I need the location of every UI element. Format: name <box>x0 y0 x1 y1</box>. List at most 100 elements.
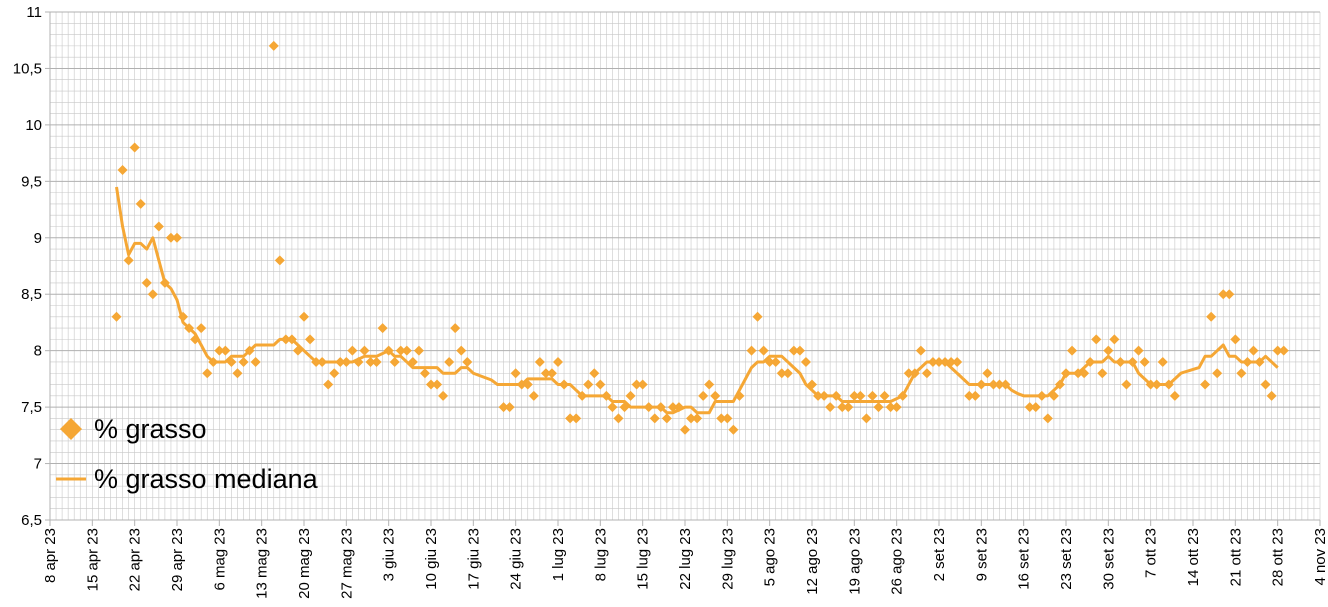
data-point <box>764 356 775 367</box>
x-tick-label: 28 ott 23 <box>1270 528 1287 586</box>
legend-item-median: % grasso mediana <box>56 454 318 504</box>
x-tick-label: 16 set 23 <box>1016 528 1033 590</box>
data-point <box>934 356 944 367</box>
data-point <box>897 390 908 401</box>
x-tick-label: 8 apr 23 <box>42 528 59 583</box>
data-point <box>510 368 521 379</box>
data-point <box>123 255 134 266</box>
data-point <box>1054 379 1065 390</box>
data-point <box>323 379 334 390</box>
x-tick-label: 2 set 23 <box>931 528 948 581</box>
data-point <box>946 356 957 367</box>
x-tick-label: 17 giu 23 <box>465 528 482 590</box>
data-point <box>244 345 255 356</box>
data-point <box>673 402 684 413</box>
data-point <box>516 379 527 390</box>
data-point <box>365 356 376 367</box>
y-tick-label: 7 <box>34 456 42 473</box>
data-point <box>1212 368 1223 379</box>
data-point <box>661 413 672 424</box>
data-point <box>450 323 461 334</box>
data-point <box>383 345 394 356</box>
legend-label-points: % grasso <box>94 413 207 444</box>
data-point <box>704 379 715 390</box>
data-point <box>1266 390 1277 401</box>
x-tick-label: 4 nov 23 <box>1312 528 1328 586</box>
data-point <box>1254 356 1265 367</box>
y-tick-label: 8,5 <box>21 286 42 303</box>
data-point <box>698 390 709 401</box>
data-point <box>413 345 424 356</box>
x-tick-label: 12 ago 23 <box>804 528 821 595</box>
data-point <box>534 356 545 367</box>
point-series <box>111 40 1289 435</box>
data-point <box>722 413 733 424</box>
data-point <box>873 402 884 413</box>
data-point <box>1067 345 1078 356</box>
x-tick-label: 1 lug 23 <box>550 528 567 581</box>
data-point <box>196 323 207 334</box>
data-point <box>782 368 793 379</box>
x-tick-label: 24 giu 23 <box>508 528 525 590</box>
data-point <box>970 390 981 401</box>
data-point <box>359 345 370 356</box>
data-point <box>250 356 261 367</box>
data-point <box>546 368 557 379</box>
data-point <box>909 368 920 379</box>
data-point <box>565 413 576 424</box>
legend-item-points: % grasso <box>56 404 318 454</box>
x-tick-label: 23 set 23 <box>1058 528 1075 590</box>
data-point <box>819 390 830 401</box>
data-point <box>1224 289 1235 300</box>
data-point <box>1260 379 1271 390</box>
data-point <box>540 368 551 379</box>
data-point <box>921 368 932 379</box>
data-point <box>1091 334 1102 345</box>
data-point <box>1248 345 1259 356</box>
data-point <box>577 390 588 401</box>
data-point <box>135 198 146 209</box>
data-point <box>952 356 963 367</box>
data-point <box>794 345 805 356</box>
median-line <box>115 186 1279 415</box>
x-tick-label: 20 mag 23 <box>296 528 313 599</box>
data-point <box>982 368 993 379</box>
data-point <box>964 390 975 401</box>
x-tick-label: 29 lug 23 <box>719 528 736 590</box>
legend: % grasso % grasso mediana <box>56 404 318 504</box>
data-point <box>976 379 987 390</box>
data-point <box>1157 356 1168 367</box>
data-point <box>770 356 781 367</box>
data-point <box>728 424 739 435</box>
data-point <box>220 345 231 356</box>
data-point <box>734 390 745 401</box>
data-point <box>1230 334 1241 345</box>
data-point <box>776 368 787 379</box>
data-point <box>147 289 158 300</box>
data-point <box>867 390 878 401</box>
x-tick-label: 15 lug 23 <box>635 528 652 590</box>
data-point <box>153 221 164 232</box>
x-tick-label: 22 lug 23 <box>677 528 694 590</box>
data-point <box>1127 356 1138 367</box>
x-tick-label: 6 mag 23 <box>211 528 228 591</box>
data-point <box>927 356 938 367</box>
data-point <box>553 356 563 367</box>
data-point <box>903 368 914 379</box>
data-point <box>915 345 926 356</box>
data-point <box>613 413 624 424</box>
y-tick-label: 11 <box>26 4 42 21</box>
data-point <box>232 368 243 379</box>
data-point <box>1218 289 1229 300</box>
data-point <box>159 277 170 288</box>
data-point <box>1024 402 1035 413</box>
data-point <box>317 356 328 367</box>
data-point <box>655 402 666 413</box>
data-point <box>831 390 842 401</box>
data-point <box>1200 379 1211 390</box>
x-tick-label: 10 giu 23 <box>423 528 440 590</box>
data-point <box>504 402 515 413</box>
data-point <box>419 368 430 379</box>
data-point <box>311 356 322 367</box>
